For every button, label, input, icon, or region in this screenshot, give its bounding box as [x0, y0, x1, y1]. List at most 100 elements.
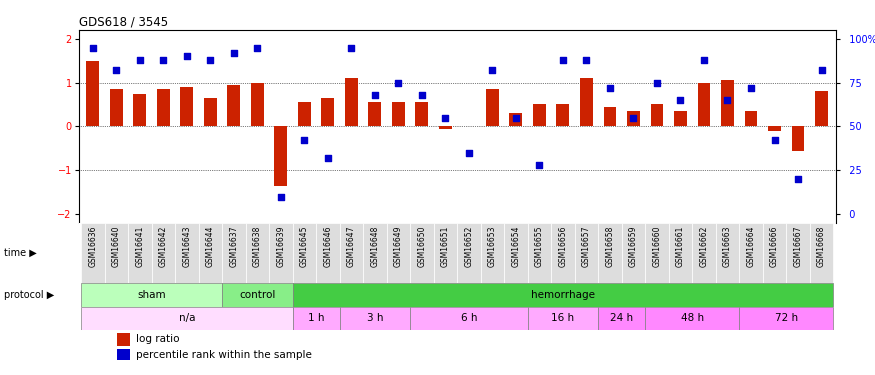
Bar [81, 223, 105, 284]
Text: GSM16659: GSM16659 [629, 226, 638, 267]
Text: GSM16651: GSM16651 [441, 226, 450, 267]
Bar [721, 80, 734, 126]
Bar [222, 284, 292, 306]
Bar [180, 87, 193, 126]
Text: n/a: n/a [178, 313, 195, 323]
Point [86, 45, 100, 51]
Text: GSM16641: GSM16641 [136, 226, 144, 267]
Text: GSM16668: GSM16668 [817, 226, 826, 267]
Point [157, 57, 171, 63]
Bar [622, 223, 645, 284]
Bar [292, 223, 316, 284]
Bar [87, 61, 100, 126]
Bar [645, 223, 668, 284]
Text: GSM16638: GSM16638 [253, 226, 262, 267]
Text: log ratio: log ratio [136, 334, 179, 344]
Bar [410, 223, 434, 284]
Bar [270, 223, 292, 284]
Bar [345, 78, 358, 126]
Text: GSM16667: GSM16667 [794, 226, 802, 267]
Bar [674, 111, 687, 126]
Point [133, 57, 147, 63]
Text: GSM16640: GSM16640 [112, 226, 121, 267]
Point [556, 57, 570, 63]
Bar [598, 306, 645, 330]
Bar [763, 223, 787, 284]
Point [203, 57, 217, 63]
Text: GSM16653: GSM16653 [488, 226, 497, 267]
Point [767, 137, 781, 143]
Text: GSM16661: GSM16661 [676, 226, 685, 267]
Bar [298, 102, 311, 126]
Bar [434, 223, 457, 284]
Bar [716, 223, 739, 284]
Bar [222, 223, 246, 284]
Text: hemorrhage: hemorrhage [531, 290, 595, 300]
Point [180, 53, 194, 59]
Text: time ▶: time ▶ [4, 248, 37, 258]
Bar [292, 284, 833, 306]
Bar [650, 105, 663, 126]
Bar [175, 223, 199, 284]
Point [674, 97, 688, 103]
Bar [533, 105, 546, 126]
Bar [697, 82, 710, 126]
Bar [133, 93, 146, 126]
Bar [416, 102, 429, 126]
Point [650, 80, 664, 86]
Bar [556, 105, 570, 126]
Bar [528, 306, 598, 330]
Point [227, 50, 241, 56]
Bar [739, 223, 763, 284]
Text: GSM16666: GSM16666 [770, 226, 779, 267]
Point [391, 80, 405, 86]
Bar [480, 223, 504, 284]
Bar [768, 126, 781, 131]
Point [345, 45, 359, 51]
Bar [151, 223, 175, 284]
Point [579, 57, 593, 63]
Bar [410, 306, 528, 330]
Text: GSM16639: GSM16639 [276, 226, 285, 267]
Bar [627, 111, 640, 126]
Bar [645, 306, 739, 330]
Bar [580, 78, 593, 126]
Text: GSM16662: GSM16662 [699, 226, 709, 267]
Text: GSM16645: GSM16645 [300, 226, 309, 267]
Bar [204, 98, 217, 126]
Text: 3 h: 3 h [367, 313, 383, 323]
Text: GSM16663: GSM16663 [723, 226, 732, 267]
Bar [363, 223, 387, 284]
Bar [81, 306, 292, 330]
Point [720, 97, 734, 103]
Bar [575, 223, 598, 284]
Bar [116, 333, 130, 346]
Bar [739, 306, 833, 330]
Text: GSM16644: GSM16644 [206, 226, 215, 267]
Point [438, 115, 452, 121]
Point [697, 57, 711, 63]
Text: GSM16654: GSM16654 [512, 226, 521, 267]
Bar [105, 223, 128, 284]
Point [298, 137, 311, 143]
Bar [809, 223, 833, 284]
Bar [668, 223, 692, 284]
Text: GSM16642: GSM16642 [159, 226, 168, 267]
Bar [368, 102, 382, 126]
Bar [340, 306, 410, 330]
Bar [316, 223, 340, 284]
Point [415, 92, 429, 98]
Text: GSM16637: GSM16637 [229, 226, 238, 267]
Text: GSM16636: GSM16636 [88, 226, 97, 267]
Point [744, 85, 758, 91]
Text: GSM16658: GSM16658 [606, 226, 614, 267]
Bar [199, 223, 222, 284]
Bar [392, 102, 405, 126]
Point [815, 68, 829, 74]
Text: GSM16657: GSM16657 [582, 226, 591, 267]
Text: sham: sham [137, 290, 166, 300]
Bar [439, 126, 452, 129]
Bar [457, 223, 480, 284]
Bar [604, 107, 616, 126]
Bar [551, 223, 575, 284]
